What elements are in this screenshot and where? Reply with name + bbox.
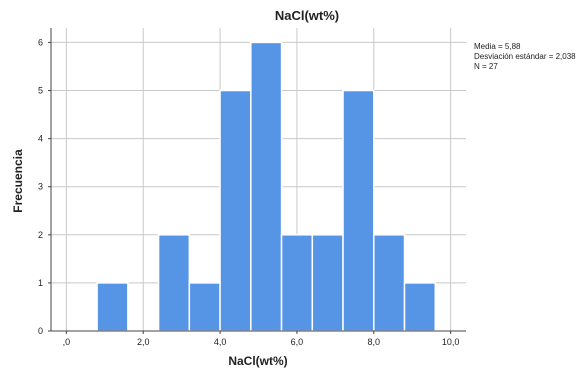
x-tick-label: 6,0: [291, 337, 304, 347]
bars: [96, 41, 437, 332]
x-ticks: ,0 2,0 4,0 6,0 8,0 10,0: [63, 331, 460, 347]
y-axis-title: Frecuencia: [11, 149, 25, 213]
y-tick-label: 3: [38, 182, 43, 192]
y-tick-label: 1: [38, 278, 43, 288]
std-label: Desviación estándar = 2,038: [474, 52, 576, 61]
histogram-bar: [373, 234, 406, 332]
y-tick-label: 0: [38, 326, 43, 336]
histogram-bar: [96, 282, 129, 332]
x-axis-title: NaCl(wt%): [228, 354, 287, 368]
histogram-bar: [250, 41, 283, 332]
histogram-bar: [403, 282, 437, 332]
y-tick-label: 4: [38, 134, 43, 144]
y-tick-label: 6: [38, 37, 43, 47]
histogram-bar: [311, 234, 344, 332]
histogram-bar: [342, 89, 375, 332]
histogram-bar: [219, 89, 252, 332]
x-tick-label: 4,0: [214, 337, 227, 347]
y-tick-label: 5: [38, 86, 43, 96]
x-tick-label: 2,0: [137, 337, 150, 347]
x-tick-label: 10,0: [442, 337, 460, 347]
y-ticks: 0 1 2 3 4 5 6: [38, 37, 51, 336]
x-tick-label: 8,0: [368, 337, 381, 347]
y-tick-label: 2: [38, 230, 43, 240]
histogram-bar: [157, 234, 191, 332]
stats-box: Media = 5,88 Desviación estándar = 2,038…: [474, 42, 576, 71]
x-tick-label: ,0: [63, 337, 71, 347]
histogram-bar: [280, 234, 314, 332]
mean-label: Media = 5,88: [474, 42, 521, 51]
chart-title: NaCl(wt%): [275, 8, 339, 23]
n-label: N = 27: [474, 62, 498, 71]
histogram-bar: [188, 282, 221, 332]
